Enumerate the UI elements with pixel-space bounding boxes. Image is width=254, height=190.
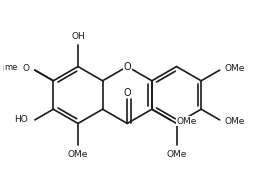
- Text: OMe: OMe: [177, 117, 197, 126]
- Text: me: me: [4, 63, 18, 72]
- Text: OMe: OMe: [68, 150, 88, 159]
- Text: OMe: OMe: [166, 150, 187, 159]
- Text: O: O: [123, 88, 131, 98]
- Text: OH: OH: [71, 32, 85, 41]
- Text: O: O: [21, 66, 28, 75]
- Text: O: O: [123, 62, 131, 72]
- Text: HO: HO: [14, 115, 28, 124]
- Text: O: O: [23, 64, 30, 73]
- Text: OMe: OMe: [225, 117, 245, 126]
- Text: OMe: OMe: [225, 64, 245, 73]
- Text: me: me: [3, 64, 16, 73]
